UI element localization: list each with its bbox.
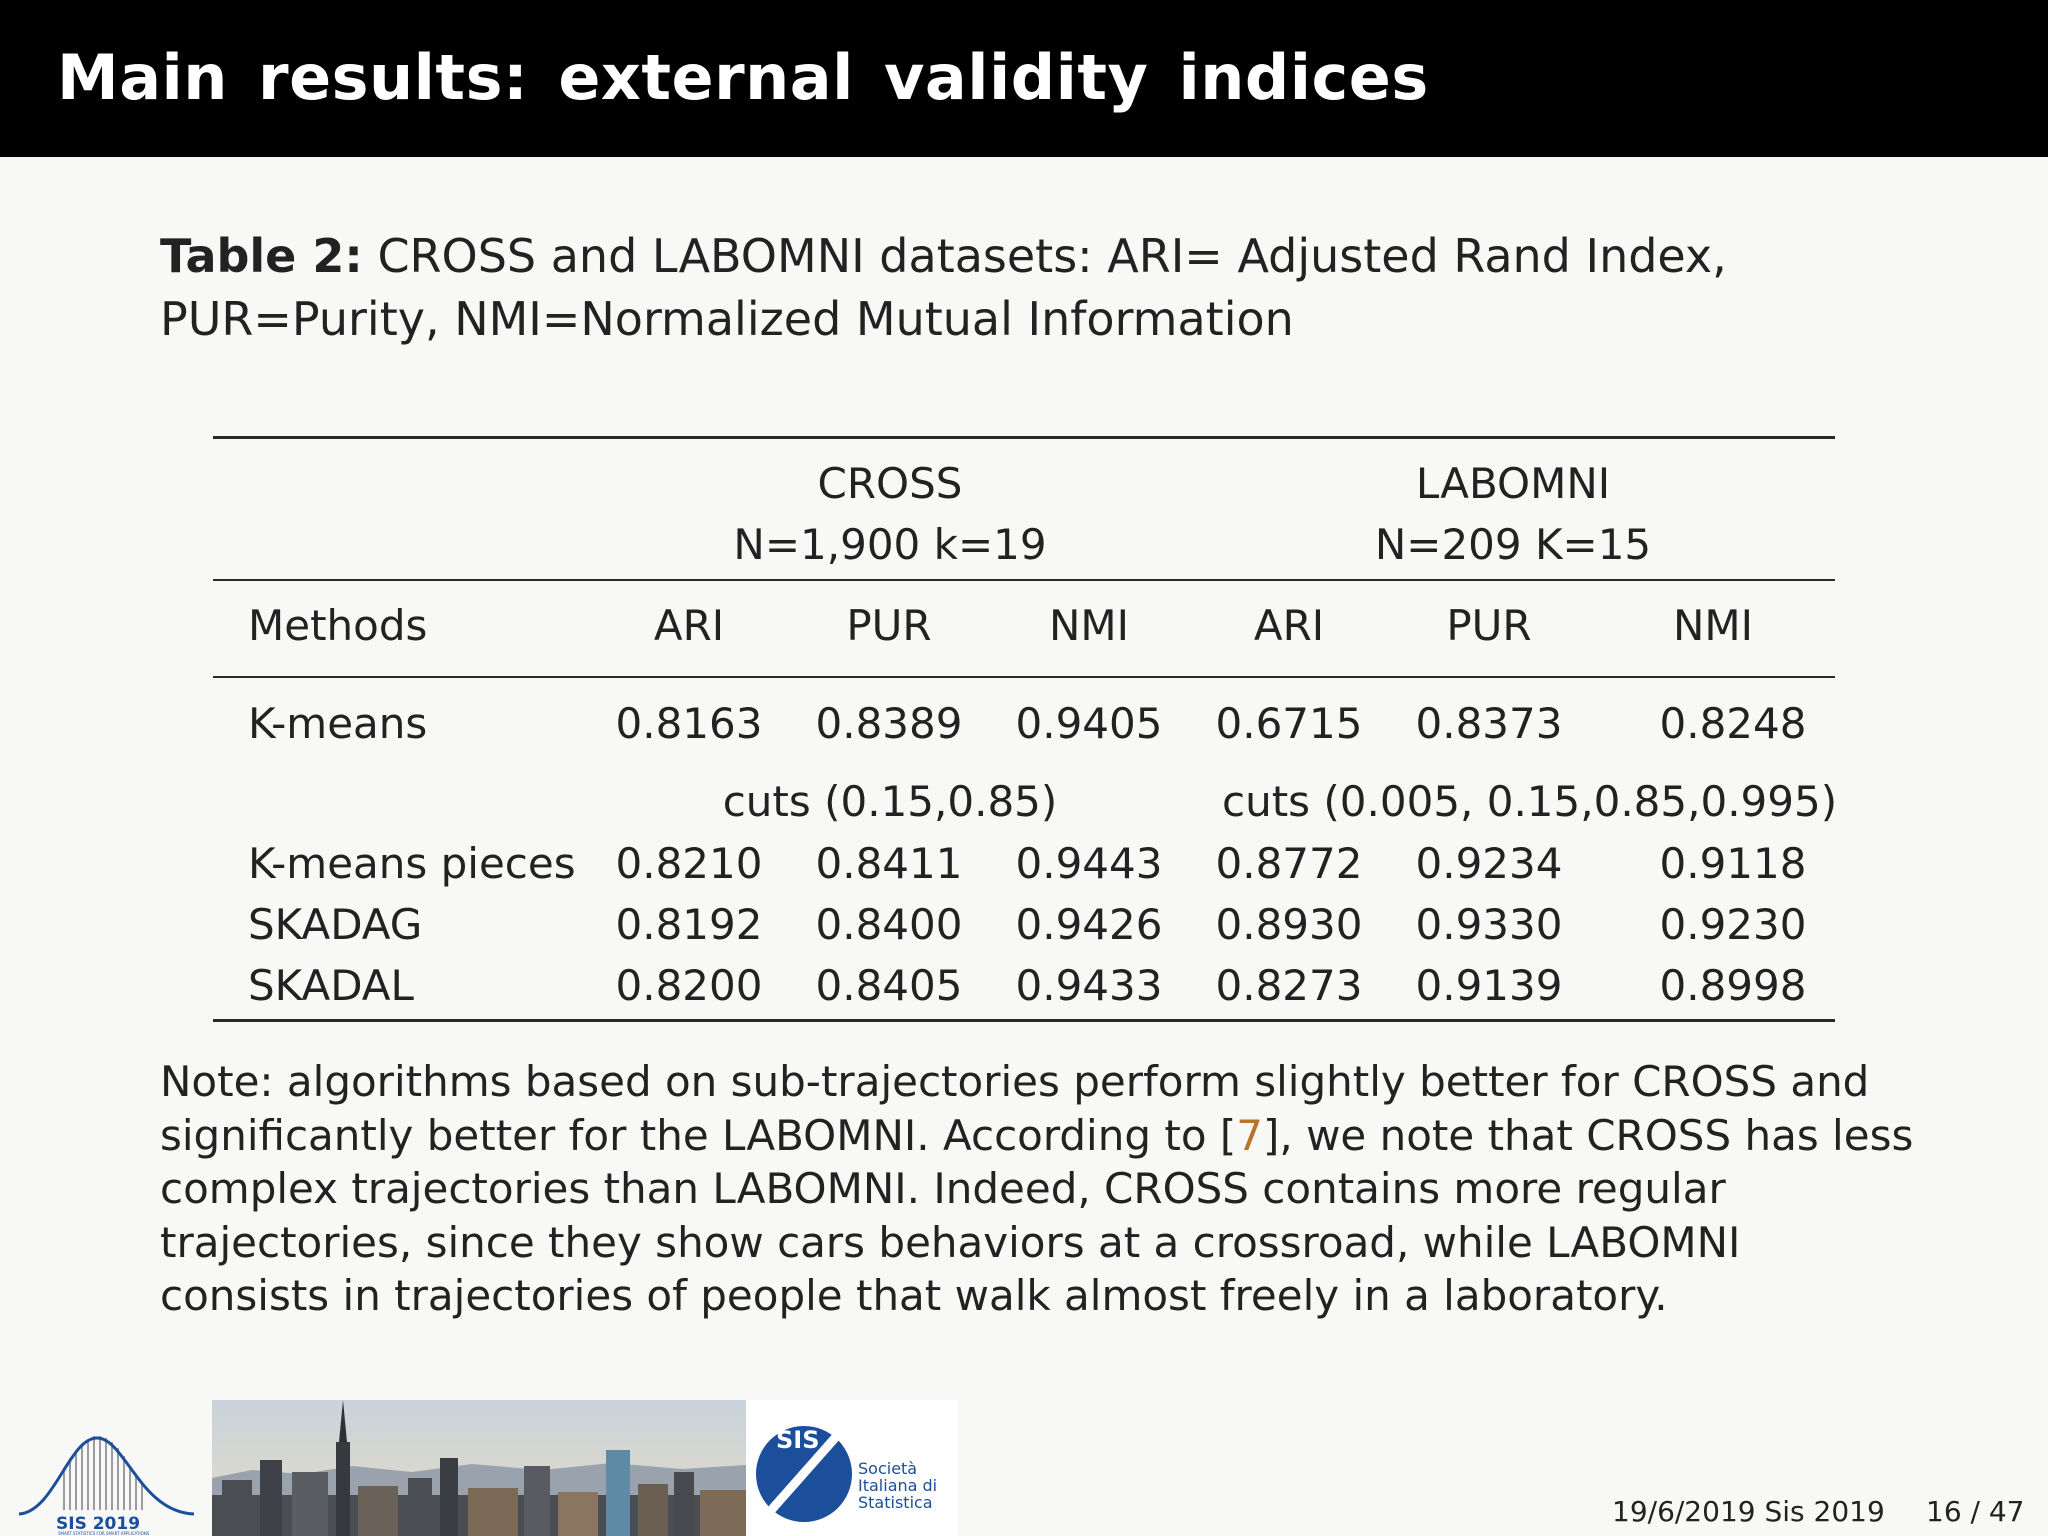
cell-labomni-nmi: 0.8248 — [1659, 699, 1807, 748]
sis-logo-line3: Statistica — [858, 1493, 933, 1512]
column-header-cross-ari: ARI — [653, 601, 725, 650]
sis-society-logo: SIS Società Italiana di Statistica — [746, 1400, 958, 1536]
column-header-cross-nmi: NMI — [1048, 601, 1130, 650]
cell-cross-ari: 0.8163 — [615, 699, 763, 748]
sis-2019-logo: SIS 2019 SMART STATISTICS FOR SMART APPL… — [18, 1436, 195, 1536]
sis-2019-logo-text: SIS 2019 — [56, 1514, 140, 1534]
cell-cross-ari: 0.8210 — [615, 839, 763, 888]
footer-page-number: 16 / 47 — [1926, 1495, 2025, 1528]
row-method: SKADAG — [248, 900, 423, 949]
slide-title: Main results: external validity indices — [57, 41, 1429, 114]
cell-cross-ari: 0.8192 — [615, 900, 763, 949]
cuts-cross: cuts (0.15,0.85) — [722, 777, 1058, 826]
cell-labomni-nmi: 0.8998 — [1659, 961, 1807, 1010]
group-header-labomni: LABOMNI — [1415, 459, 1611, 508]
citation-link[interactable]: 7 — [1236, 1110, 1263, 1160]
column-header-labomni-ari: ARI — [1253, 601, 1325, 650]
column-header-labomni-pur: PUR — [1446, 601, 1532, 650]
milan-skyline-image — [212, 1400, 746, 1536]
caption-text-line2: PUR=Purity, NMI=Normalized Mutual Inform… — [160, 292, 1294, 346]
cell-labomni-ari: 0.8930 — [1215, 900, 1363, 949]
cell-labomni-pur: 0.9330 — [1415, 900, 1563, 949]
note-paragraph: Note: algorithms based on sub-trajectori… — [160, 1055, 1920, 1323]
table-top-rule — [213, 436, 1835, 439]
caption-label: Table 2: — [160, 229, 363, 283]
column-header-cross-pur: PUR — [846, 601, 932, 650]
cell-labomni-nmi: 0.9230 — [1659, 900, 1807, 949]
group-header-cross: CROSS — [817, 459, 963, 508]
table-caption: Table 2: CROSS and LABOMNI datasets: ARI… — [160, 225, 1940, 351]
row-method: K-means — [248, 699, 428, 748]
cell-cross-pur: 0.8405 — [815, 961, 963, 1010]
sis-logo-line2: Italiana di — [858, 1476, 937, 1495]
row-method: K-means pieces — [248, 839, 576, 888]
column-header-labomni-nmi: NMI — [1672, 601, 1754, 650]
sis-logo-line1: Società — [858, 1459, 917, 1478]
footer-date-event: 19/6/2019 Sis 2019 — [1612, 1495, 1885, 1528]
sis-2019-logo-tagline: SMART STATISTICS FOR SMART APPLICATIONS — [58, 1531, 150, 1536]
group-subheader-cross: N=1,900 k=19 — [733, 520, 1047, 569]
caption-text-line1: CROSS and LABOMNI datasets: ARI= Adjuste… — [377, 229, 1727, 283]
cell-labomni-pur: 0.9139 — [1415, 961, 1563, 1010]
cell-cross-nmi: 0.9405 — [1015, 699, 1163, 748]
cuts-labomni: cuts (0.005, 0.15,0.85,0.995) — [1222, 777, 1838, 826]
title-bar: Main results: external validity indices — [0, 0, 2048, 157]
cell-labomni-pur: 0.9234 — [1415, 839, 1563, 888]
cell-labomni-pur: 0.8373 — [1415, 699, 1563, 748]
table-mid-rule — [213, 579, 1835, 581]
note-text-part1: Note: algorithms based on sub-trajectori… — [160, 1057, 1870, 1160]
sis-logo-abbr: SIS — [776, 1426, 820, 1454]
cell-labomni-ari: 0.8772 — [1215, 839, 1363, 888]
cell-labomni-nmi: 0.9118 — [1659, 839, 1807, 888]
cell-cross-pur: 0.8389 — [815, 699, 963, 748]
table-bottom-rule — [213, 1019, 1835, 1022]
cell-cross-pur: 0.8400 — [815, 900, 963, 949]
cell-cross-nmi: 0.9443 — [1015, 839, 1163, 888]
cell-labomni-ari: 0.6715 — [1215, 699, 1363, 748]
cell-cross-pur: 0.8411 — [815, 839, 963, 888]
cell-cross-nmi: 0.9426 — [1015, 900, 1163, 949]
note-text-part2: ], we note that CROSS has less complex t… — [160, 1110, 1914, 1321]
cell-cross-ari: 0.8200 — [615, 961, 763, 1010]
column-header-methods: Methods — [248, 601, 428, 650]
row-method: SKADAL — [248, 961, 414, 1010]
table-header-rule — [213, 676, 1835, 678]
group-subheader-labomni: N=209 K=15 — [1374, 520, 1652, 569]
cell-labomni-ari: 0.8273 — [1215, 961, 1363, 1010]
cell-cross-nmi: 0.9433 — [1015, 961, 1163, 1010]
